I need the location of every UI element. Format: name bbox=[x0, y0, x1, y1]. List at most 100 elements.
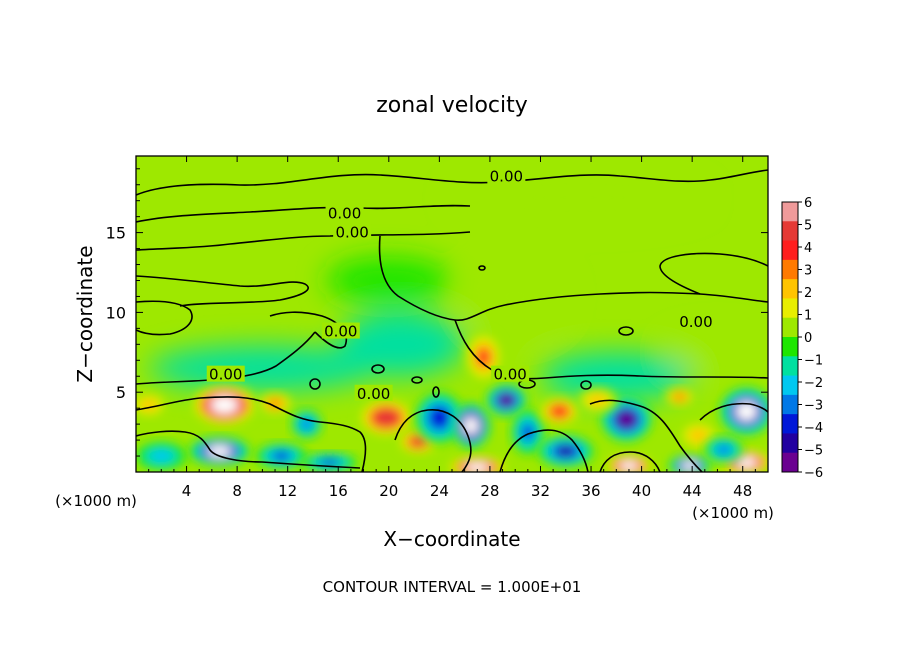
contour-loop bbox=[478, 265, 486, 271]
contour-line bbox=[136, 300, 193, 336]
colorbar-tick-label: −4 bbox=[804, 421, 823, 436]
field-anomaly bbox=[301, 452, 358, 472]
field-level bbox=[674, 393, 686, 401]
colorbar-tick-label: −5 bbox=[804, 444, 823, 459]
colorbar-swatch bbox=[782, 202, 798, 222]
field-anomaly bbox=[446, 456, 508, 472]
x-tick-label: 44 bbox=[683, 482, 702, 500]
field-saturated-core bbox=[735, 457, 758, 468]
field-anomaly bbox=[666, 333, 768, 372]
field-anomaly bbox=[664, 387, 695, 407]
field-anomaly bbox=[464, 256, 566, 337]
field-anomaly bbox=[148, 345, 377, 391]
contour-line bbox=[136, 430, 361, 469]
colorbar-tick-label: −3 bbox=[804, 399, 823, 414]
contour-label: 0.00 bbox=[209, 366, 242, 384]
y-tick-label: 10 bbox=[106, 303, 126, 322]
colorbar-tick-label: 4 bbox=[804, 241, 812, 256]
y-axis-label: Z−coordinate bbox=[73, 245, 97, 382]
x-tick-label: 36 bbox=[581, 482, 600, 500]
contour-label-bg bbox=[354, 384, 393, 401]
colorbar-tick-label: 5 bbox=[804, 219, 812, 234]
contour-line bbox=[589, 399, 703, 472]
colorbar-swatch bbox=[782, 298, 798, 319]
y-tick-label: 5 bbox=[116, 383, 126, 402]
field-anomaly bbox=[191, 384, 258, 426]
field-level bbox=[301, 418, 313, 430]
colorbar-swatch bbox=[782, 221, 798, 242]
x-unit-left: (×1000 m) bbox=[55, 492, 137, 510]
contour-label-bg bbox=[333, 223, 372, 240]
field-saturated-core bbox=[735, 401, 758, 421]
contour-line bbox=[659, 252, 768, 295]
field-anomaly bbox=[601, 396, 652, 442]
colorbar-swatch bbox=[782, 356, 798, 377]
x-tick-label: 12 bbox=[278, 482, 297, 500]
field-anomaly bbox=[537, 435, 594, 468]
x-tick-label: 40 bbox=[632, 482, 651, 500]
contour-label-bg bbox=[206, 365, 245, 382]
x-tick-label: 32 bbox=[531, 482, 550, 500]
field-anomaly bbox=[291, 409, 322, 439]
field-anomaly bbox=[540, 352, 693, 401]
contour-line bbox=[454, 319, 768, 380]
y-tick-label: 15 bbox=[106, 224, 126, 243]
colorbar-swatch bbox=[782, 259, 798, 280]
colorbar-swatch bbox=[782, 375, 798, 396]
contour-label-bg bbox=[676, 312, 715, 329]
x-unit-right: (×1000 m) bbox=[692, 504, 774, 522]
contour-loop bbox=[580, 380, 592, 390]
contour-label: 0.00 bbox=[679, 313, 712, 331]
contour-line bbox=[136, 204, 471, 223]
field-level bbox=[689, 429, 708, 442]
chart-title: zonal velocity bbox=[376, 93, 528, 118]
colorbar-tick-label: 3 bbox=[804, 264, 812, 279]
contour-line bbox=[136, 231, 471, 251]
field-level bbox=[411, 437, 425, 446]
x-tick-label: 16 bbox=[329, 482, 348, 500]
contour-loop bbox=[309, 378, 321, 390]
contour-line bbox=[136, 396, 367, 472]
field-anomaly bbox=[452, 403, 490, 449]
field-level bbox=[378, 412, 395, 424]
field-level bbox=[150, 449, 173, 463]
field-anomaly bbox=[325, 256, 452, 305]
plot-area: 0.00 0.00 0.00 0.00 0.00 0.00 0.00 0.00 bbox=[135, 155, 769, 473]
contour-loop bbox=[371, 364, 385, 374]
field-anomaly bbox=[539, 396, 580, 426]
contour-loop bbox=[432, 386, 440, 398]
colorbar-swatch bbox=[782, 433, 798, 454]
field-anomaly bbox=[577, 387, 618, 413]
contour-label-bg bbox=[325, 204, 364, 221]
contour-line bbox=[699, 402, 768, 421]
field-anomaly bbox=[719, 387, 768, 436]
contour-line bbox=[136, 275, 309, 307]
colorbar-swatch bbox=[782, 317, 798, 338]
x-tick-label: 8 bbox=[232, 482, 242, 500]
x-tick-label: 20 bbox=[379, 482, 398, 500]
field-anomaly bbox=[704, 436, 743, 463]
field-anomaly bbox=[338, 312, 465, 377]
field-level bbox=[556, 446, 575, 457]
field-soft-layer bbox=[148, 173, 768, 401]
field-level bbox=[319, 458, 340, 466]
colorbar-swatch bbox=[782, 240, 798, 261]
field-level bbox=[272, 451, 291, 461]
contour-label: 0.00 bbox=[493, 366, 526, 384]
field-anomaly bbox=[136, 441, 187, 471]
contour-label-bg bbox=[491, 365, 530, 382]
colorbar: 6 5 4 3 2 1 0 −1 −2 −3 −4 −5 −6 bbox=[781, 196, 823, 481]
x-axis-label: X−coordinate bbox=[383, 527, 520, 551]
field-anomaly bbox=[256, 443, 307, 469]
colorbar-tick-label: −2 bbox=[804, 376, 823, 391]
contour-lines bbox=[136, 169, 768, 472]
field-anomaly bbox=[358, 398, 415, 437]
contour-label-bg bbox=[321, 322, 360, 339]
colorbar-tick-label: 2 bbox=[804, 286, 812, 301]
field-anomaly bbox=[257, 392, 293, 415]
contour-line bbox=[136, 331, 316, 385]
contour-label: 0.00 bbox=[490, 168, 523, 186]
field-anomaly bbox=[511, 409, 545, 455]
